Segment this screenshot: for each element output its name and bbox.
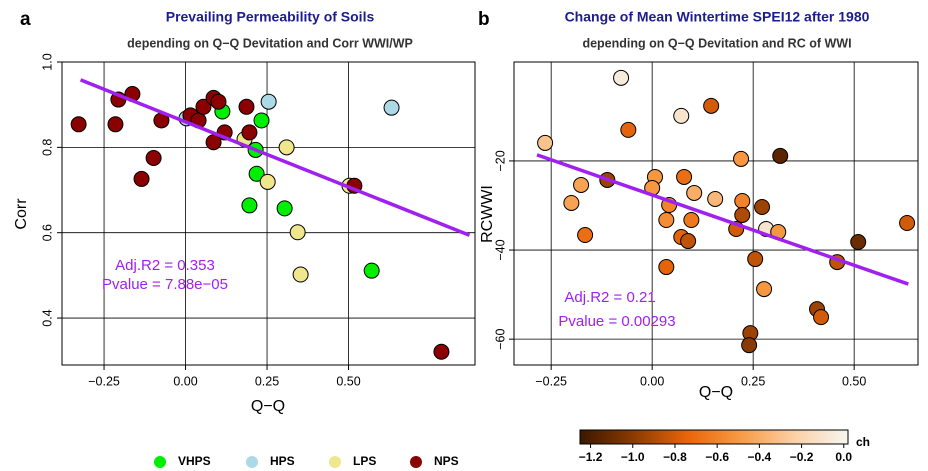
y-tick-label: −20 (493, 150, 507, 171)
data-point (248, 165, 265, 182)
data-point (747, 251, 764, 268)
chart-subtitle: depending on Q−Q Devitation and RC of WW… (582, 36, 851, 50)
data-point (734, 206, 751, 223)
fit-line (536, 153, 909, 286)
data-point (195, 98, 212, 115)
colorbar-tick-label: −1.0 (621, 450, 645, 464)
data-point (754, 198, 771, 215)
data-point (107, 116, 124, 133)
x-tick-label: 0.00 (173, 374, 197, 388)
annotation: Adj.R2 = 0.21 (564, 289, 655, 306)
data-point (289, 224, 306, 241)
data-point (658, 212, 675, 229)
x-tick-label: 0.50 (336, 374, 360, 388)
chart-title: Change of Mean Wintertime SPEI12 after 1… (565, 9, 870, 25)
legend-label: LPS (353, 454, 376, 468)
y-axis-label: RCWWI (479, 185, 496, 243)
data-point (70, 116, 87, 133)
data-point (238, 98, 255, 115)
data-point (241, 197, 258, 214)
y-tick-label: −60 (493, 329, 507, 350)
data-point (133, 170, 150, 187)
y-axis-label: Corr (13, 198, 30, 230)
data-point (733, 150, 750, 167)
data-point (292, 266, 309, 283)
data-point (363, 262, 380, 279)
data-point (433, 343, 450, 360)
data-point (537, 134, 554, 151)
data-point (573, 176, 590, 193)
data-point (563, 194, 580, 211)
data-point (813, 309, 830, 326)
colorbar-tick-label: −1.2 (579, 450, 603, 464)
colorbar-tick-label: −0.4 (748, 450, 772, 464)
data-point (680, 233, 697, 250)
panel-letter: a (20, 9, 31, 30)
x-tick-label: 0.50 (842, 374, 866, 388)
data-point (658, 259, 675, 276)
x-tick-label: 0.25 (741, 374, 765, 388)
chart-subtitle: depending on Q−Q Devitation and Corr WWI… (127, 36, 413, 50)
data-point (259, 173, 276, 190)
data-point (278, 139, 295, 156)
x-tick-label: −0.25 (88, 374, 120, 388)
legend-label: NPS (434, 454, 459, 468)
data-point (683, 212, 700, 229)
data-point (686, 184, 703, 201)
annotation: Pvalue = 7.88e−05 (102, 276, 228, 293)
data-point (756, 281, 773, 298)
x-tick-label: 0.25 (255, 374, 279, 388)
colorbar-tick-label: 0.0 (835, 450, 852, 464)
data-point (260, 93, 277, 110)
data-point (850, 234, 867, 251)
chart-title: Prevailing Permeability of Soils (166, 9, 375, 25)
annotation: Adj.R2 = 0.353 (115, 257, 215, 274)
x-tick-label: −0.25 (535, 374, 567, 388)
data-point (772, 147, 789, 164)
data-point (613, 69, 630, 86)
plot-frame (61, 61, 476, 366)
legend-label: VHPS (178, 454, 211, 468)
data-point (210, 93, 227, 110)
legend-swatch (246, 456, 258, 468)
data-point (253, 112, 270, 129)
data-point (276, 200, 293, 217)
data-point (145, 150, 162, 167)
y-tick-label: 0.8 (40, 139, 54, 156)
data-point (703, 97, 720, 114)
data-point (673, 107, 690, 124)
data-point (620, 121, 637, 138)
data-point (383, 99, 400, 116)
data-point (741, 337, 758, 354)
plot-frame (513, 61, 919, 366)
colorbar-tick-label: −0.2 (790, 450, 814, 464)
legend-swatch (154, 456, 166, 468)
panel-letter: b (478, 9, 490, 30)
x-axis-label: Q−Q (251, 398, 285, 415)
fit-line (79, 78, 471, 237)
colorbar-tick-label: −0.6 (705, 450, 729, 464)
data-point (241, 124, 258, 141)
colorbar (579, 429, 849, 445)
legend-label: HPS (270, 454, 295, 468)
data-point (577, 227, 594, 244)
data-point (899, 214, 916, 231)
colorbar-tick-label: −0.8 (663, 450, 687, 464)
colorbar-label: ch (856, 435, 870, 449)
data-point (734, 192, 751, 209)
legend-swatch (329, 456, 341, 468)
x-axis-label: Q−Q (699, 384, 733, 401)
data-point (707, 190, 724, 207)
annotation: Pvalue = 0.00293 (558, 313, 675, 330)
y-tick-label: 1.0 (40, 53, 54, 70)
y-tick-label: 0.6 (40, 224, 54, 241)
y-tick-label: −40 (493, 239, 507, 260)
legend-swatch (410, 456, 422, 468)
x-tick-label: 0.00 (640, 374, 664, 388)
y-tick-label: 0.4 (40, 309, 54, 326)
data-point (676, 168, 693, 185)
